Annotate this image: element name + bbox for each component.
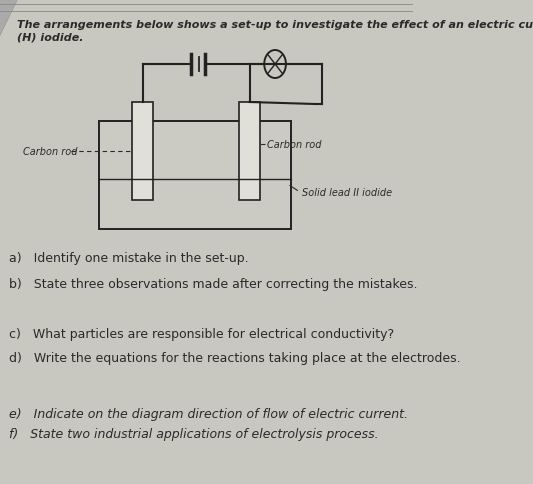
Text: Solid lead II iodide: Solid lead II iodide bbox=[302, 188, 392, 197]
Bar bbox=[132, 103, 154, 200]
Text: a)   Identify one mistake in the set-up.: a) Identify one mistake in the set-up. bbox=[9, 252, 249, 264]
Text: e)   Indicate on the diagram direction of flow of electric current.: e) Indicate on the diagram direction of … bbox=[9, 407, 408, 420]
Polygon shape bbox=[0, 0, 17, 35]
Text: f)   State two industrial applications of electrolysis process.: f) State two industrial applications of … bbox=[9, 427, 379, 440]
Text: b)   State three observations made after correcting the mistakes.: b) State three observations made after c… bbox=[9, 277, 418, 290]
Text: Carbon rod: Carbon rod bbox=[23, 147, 78, 157]
Text: The arrangements below shows a set-up to investigate the effect of an electric c: The arrangements below shows a set-up to… bbox=[17, 20, 533, 30]
Text: d)   Write the equations for the reactions taking place at the electrodes.: d) Write the equations for the reactions… bbox=[9, 351, 461, 364]
Bar bbox=[99, 122, 292, 229]
Bar bbox=[239, 103, 260, 200]
Text: (H) iodide.: (H) iodide. bbox=[17, 32, 84, 42]
Text: c)   What particles are responsible for electrical conductivity?: c) What particles are responsible for el… bbox=[9, 327, 394, 340]
Text: Carbon rod: Carbon rod bbox=[268, 140, 322, 150]
